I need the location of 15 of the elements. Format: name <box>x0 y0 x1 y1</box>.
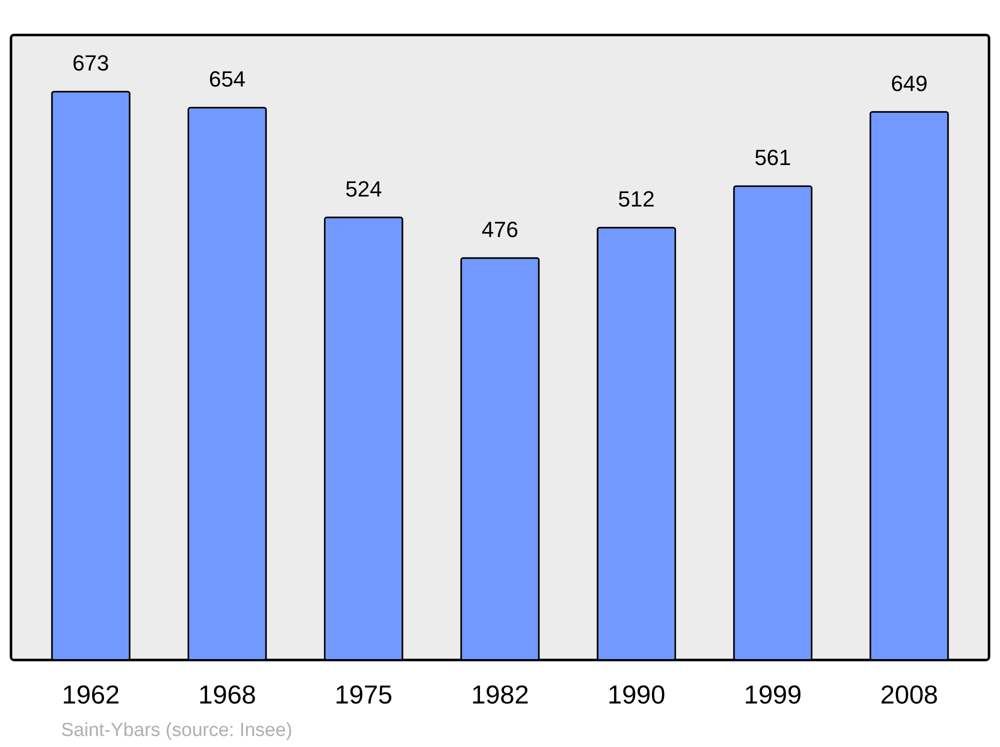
data-label: 673 <box>72 50 110 76</box>
data-label: 649 <box>890 70 928 96</box>
data-label: 524 <box>345 176 382 202</box>
text: Saint-Ybars (source: Insee) <box>61 720 292 741</box>
x-tick-label: 1962 <box>62 680 120 710</box>
x-tick-label: 2008 <box>880 680 938 710</box>
data-label: 561 <box>754 145 792 170</box>
data-label: 512 <box>618 186 655 212</box>
x-tick-label: 1982 <box>471 680 529 710</box>
data-label: 476 <box>482 216 518 242</box>
data-label: 654 <box>208 66 246 92</box>
x-tick-label: 1990 <box>607 680 666 710</box>
x-tick-label: 1975 <box>334 680 393 710</box>
x-tick-label: 1999 <box>744 680 802 710</box>
x-tick-label: 1968 <box>198 680 256 710</box>
